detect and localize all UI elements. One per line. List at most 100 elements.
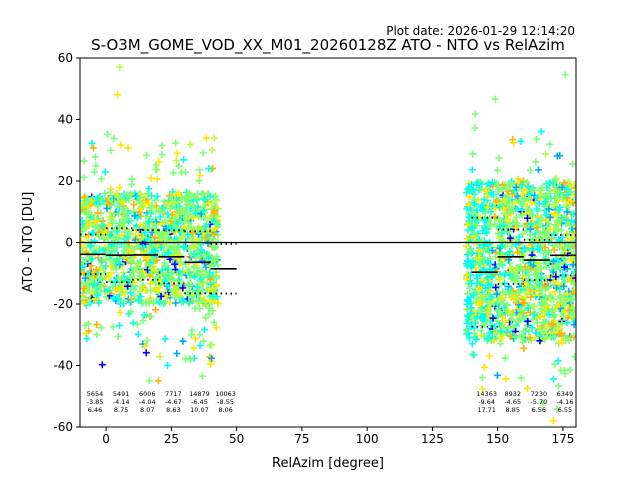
scatter-point: [567, 197, 575, 205]
scatter-point: [87, 262, 95, 270]
scatter-point: [538, 237, 546, 245]
scatter-point: [104, 235, 112, 243]
scatter-point: [534, 259, 542, 267]
scatter-point: [528, 198, 536, 206]
scatter-point: [480, 363, 488, 371]
scatter-point: [195, 290, 203, 298]
scatter-point: [472, 216, 480, 224]
bin-count-label: 14363: [476, 390, 497, 398]
x-tick-label: 125: [421, 432, 444, 446]
scatter-point: [463, 221, 471, 229]
scatter-point: [109, 323, 117, 331]
scatter-point: [145, 185, 153, 193]
scatter-point: [214, 261, 222, 269]
scatter-point: [462, 242, 470, 250]
y-tick-label: -40: [53, 359, 73, 373]
scatter-point: [521, 263, 529, 271]
scatter-point: [210, 134, 218, 142]
scatter-point: [501, 269, 509, 277]
scatter-point: [549, 268, 557, 276]
scatter-point: [542, 150, 550, 158]
scatter-point: [508, 316, 516, 324]
scatter-point: [161, 277, 169, 285]
scatter-point: [88, 211, 96, 219]
scatter-point: [206, 192, 214, 200]
scatter-point: [94, 203, 102, 211]
bin-count-label: 6349: [557, 390, 574, 398]
scatter-point: [556, 285, 564, 293]
scatter-point: [200, 207, 208, 215]
scatter-point: [560, 299, 568, 307]
scatter-point: [549, 242, 557, 250]
scatter-point: [199, 279, 207, 287]
scatter-point: [463, 205, 471, 213]
scatter-point: [468, 340, 476, 348]
scatter-point: [114, 202, 122, 210]
scatter-point: [510, 276, 518, 284]
scatter-point: [80, 263, 86, 271]
scatter-point: [127, 308, 135, 316]
scatter-point: [205, 165, 213, 173]
scatter-point: [553, 189, 561, 197]
scatter-point: [523, 227, 531, 235]
scatter-point: [535, 291, 543, 299]
scatter-point: [519, 306, 527, 314]
scatter-point: [102, 290, 110, 298]
scatter-point: [545, 180, 553, 188]
scatter-point: [144, 266, 152, 274]
scatter-point: [463, 271, 471, 279]
scatter-point: [558, 214, 566, 222]
scatter-point: [528, 284, 536, 292]
scatter-point: [529, 315, 537, 323]
scatter-point: [202, 298, 210, 306]
scatter-point: [152, 166, 160, 174]
scatter-point: [86, 296, 94, 304]
scatter-point: [164, 265, 172, 273]
scatter-point: [505, 271, 513, 279]
scatter-point: [524, 304, 532, 312]
scatter-point: [149, 299, 157, 307]
scatter-point: [210, 217, 218, 225]
scatter-point: [151, 197, 159, 204]
scatter-point: [551, 288, 559, 296]
scatter-point: [143, 234, 151, 242]
scatter-point: [134, 330, 142, 338]
scatter-point: [463, 235, 471, 243]
scatter-point: [152, 286, 160, 294]
scatter-point: [489, 247, 497, 255]
scatter-point: [570, 268, 576, 276]
scatter-point: [165, 249, 173, 257]
scatter-point: [557, 293, 565, 301]
scatter-point: [171, 216, 179, 224]
scatter-point: [553, 152, 561, 160]
plot-date: Plot date: 2026-01-29 12:14:20: [386, 24, 575, 38]
scatter-point: [475, 284, 483, 292]
scatter-point: [90, 144, 98, 152]
scatter-point: [471, 124, 479, 132]
scatter-point: [518, 211, 526, 219]
scatter-point: [500, 205, 508, 213]
scatter-point: [183, 200, 191, 208]
scatter-point: [148, 265, 156, 273]
scatter-point: [471, 330, 479, 338]
scatter-point: [121, 290, 129, 298]
scatter-point: [164, 210, 172, 218]
scatter-point: [542, 211, 550, 219]
scatter-point: [510, 139, 518, 147]
scatter-point: [545, 238, 553, 246]
scatter-point: [486, 278, 494, 286]
scatter-point: [514, 205, 522, 213]
scatter-point: [513, 266, 521, 274]
scatter-point: [475, 247, 483, 255]
scatter-point: [568, 217, 576, 225]
scatter-point: [128, 180, 136, 188]
scatter-point: [88, 230, 96, 238]
scatter-point: [138, 250, 146, 258]
scatter-point: [481, 293, 489, 301]
scatter-point: [188, 229, 196, 237]
y-axis: -60 -40 -20 0 20 40 60: [53, 51, 80, 434]
scatter-point: [119, 269, 127, 277]
scatter-points: [80, 63, 576, 425]
scatter-point: [174, 277, 182, 285]
scatter-point: [558, 329, 566, 337]
